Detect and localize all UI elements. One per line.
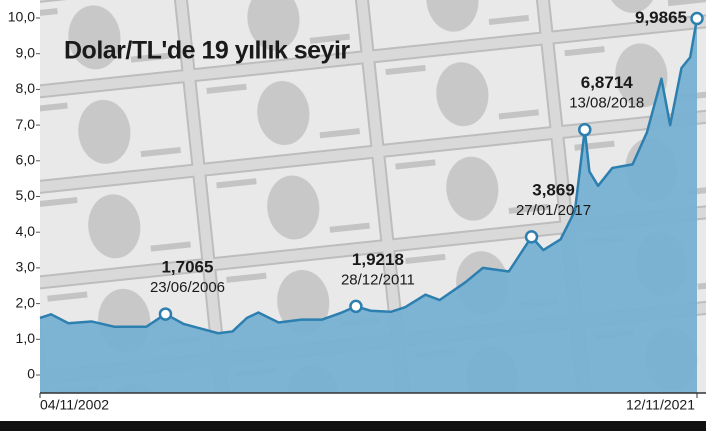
- y-tick-label: 9,0: [16, 44, 36, 60]
- y-tick-label: 6,0: [16, 152, 36, 168]
- y-tick-label: 5,0: [16, 187, 36, 203]
- value-label: 1,9218: [352, 250, 404, 269]
- y-tick-label: 3,0: [16, 259, 36, 275]
- highlight-point: [690, 11, 704, 26]
- area-fill: [40, 18, 697, 393]
- highlight-point: [578, 122, 592, 137]
- line: [39, 18, 699, 335]
- bottom-bar: [0, 421, 706, 431]
- date-label: 23/06/2006: [150, 279, 225, 296]
- value-label: 9,9865: [635, 8, 687, 27]
- highlight-point: [158, 307, 173, 321]
- highlight-point: [524, 230, 539, 244]
- y-tick-label: 8,0: [16, 80, 36, 96]
- y-tick-label: 2,0: [16, 294, 36, 310]
- date-label: 27/01/2017: [516, 202, 591, 219]
- y-tick-label: 0: [27, 366, 35, 382]
- y-tick-label: 4,0: [16, 223, 36, 239]
- value-label: 3,869: [532, 180, 575, 199]
- y-tick-label: 10,0: [8, 9, 35, 25]
- x-tick-label: 12/11/2021: [626, 397, 695, 413]
- value-label: 1,7065: [161, 258, 213, 277]
- x-tick-label: 04/11/2002: [40, 397, 109, 413]
- highlight-point: [349, 299, 363, 314]
- value-label: 6,8714: [581, 73, 634, 92]
- y-tick-label: 7,0: [16, 116, 36, 132]
- date-label: 13/08/2018: [569, 95, 644, 112]
- axis-panel: [0, 0, 40, 393]
- chart-title: Dolar/TL'de 19 yıllık seyir: [64, 37, 350, 65]
- date-label: 28/12/2011: [341, 271, 415, 288]
- y-tick-label: 1,0: [16, 330, 36, 346]
